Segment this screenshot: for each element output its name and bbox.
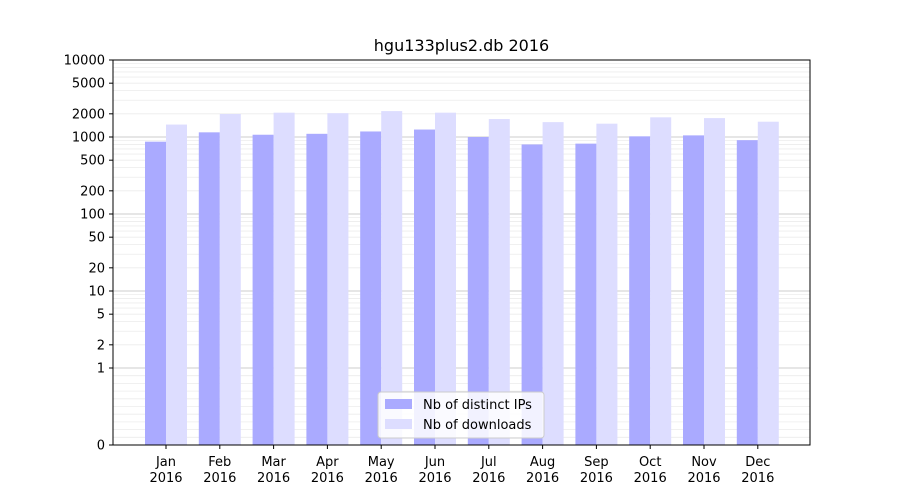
y-tick-label: 10	[88, 285, 105, 300]
bar-distinct-ips	[736, 140, 758, 445]
bar-downloads	[757, 121, 779, 446]
bar-distinct-ips	[683, 135, 704, 446]
chart-title: hgu133plus2.db 2016	[374, 36, 549, 55]
bar-downloads	[542, 122, 564, 446]
bar-downloads	[596, 123, 618, 445]
legend-swatch	[385, 419, 412, 429]
y-tick-label: 2	[97, 338, 105, 353]
x-tick-label: Aug 2016	[526, 455, 559, 486]
legend-box	[377, 391, 545, 439]
x-tick-label: Mar 2016	[257, 455, 290, 486]
x-tick-label: Dec 2016	[741, 455, 774, 486]
bar-downloads	[166, 124, 187, 446]
x-tick-label: Nov 2016	[687, 455, 720, 486]
legend-swatch	[385, 399, 412, 409]
y-tick-label: 1	[97, 362, 105, 377]
y-tick-label: 5	[97, 308, 105, 323]
y-tick-label: 500	[80, 154, 105, 169]
x-tick-label: Apr 2016	[311, 455, 344, 486]
bar-distinct-ips	[145, 141, 166, 445]
y-tick-label: 1000	[72, 131, 105, 146]
y-tick-label: 2000	[72, 107, 105, 122]
y-tick-label: 10000	[64, 54, 105, 69]
bar-distinct-ips	[252, 134, 274, 446]
bar-distinct-ips	[467, 137, 489, 445]
bar-downloads	[219, 113, 241, 445]
bar-downloads	[273, 112, 295, 445]
legend-label: Nb of distinct IPs	[423, 398, 532, 413]
x-tick-label: Jun 2016	[418, 455, 451, 486]
y-tick-label: 50	[88, 231, 105, 246]
y-tick-label: 200	[80, 184, 105, 199]
legend-label: Nb of downloads	[423, 418, 532, 433]
bar-downloads	[435, 112, 456, 445]
bar-layer	[145, 111, 779, 446]
x-tick-label: Jul 2016	[472, 455, 505, 486]
bar-downloads	[488, 119, 510, 445]
x-tick-label: May 2016	[365, 455, 398, 486]
y-tick-label: 5000	[72, 77, 105, 92]
x-tick-label: Jan 2016	[149, 455, 182, 486]
bar-downloads	[704, 118, 725, 446]
bar-downloads	[381, 111, 403, 446]
x-tick-label: Feb 2016	[203, 455, 236, 486]
bar-downloads	[327, 113, 349, 445]
x-tick-label: Sep 2016	[580, 455, 613, 486]
y-tick-label: 20	[88, 261, 105, 276]
bar-distinct-ips	[575, 143, 597, 445]
bar-distinct-ips	[198, 132, 220, 445]
y-axis: 0 1 2 5 10 20 50 100 200 500 1000 2000 5000 10000	[64, 54, 113, 454]
x-tick-label: Oct 2016	[634, 455, 667, 486]
bar-distinct-ips	[306, 133, 328, 446]
y-tick-label: 0	[97, 439, 105, 454]
bar-downloads	[650, 117, 672, 445]
bar-distinct-ips	[521, 144, 543, 445]
y-tick-label: 100	[80, 208, 105, 223]
bar-distinct-ips	[360, 131, 382, 445]
bar-distinct-ips	[414, 129, 435, 445]
x-axis: Jan 2016 Feb 2016 Mar 2016 Apr 2016 May 2016 Jun 20…	[149, 445, 774, 486]
bar-distinct-ips	[629, 136, 651, 446]
plot-frame	[112, 59, 811, 446]
legend: Nb of distinct IPs Nb of downloads	[377, 391, 545, 439]
